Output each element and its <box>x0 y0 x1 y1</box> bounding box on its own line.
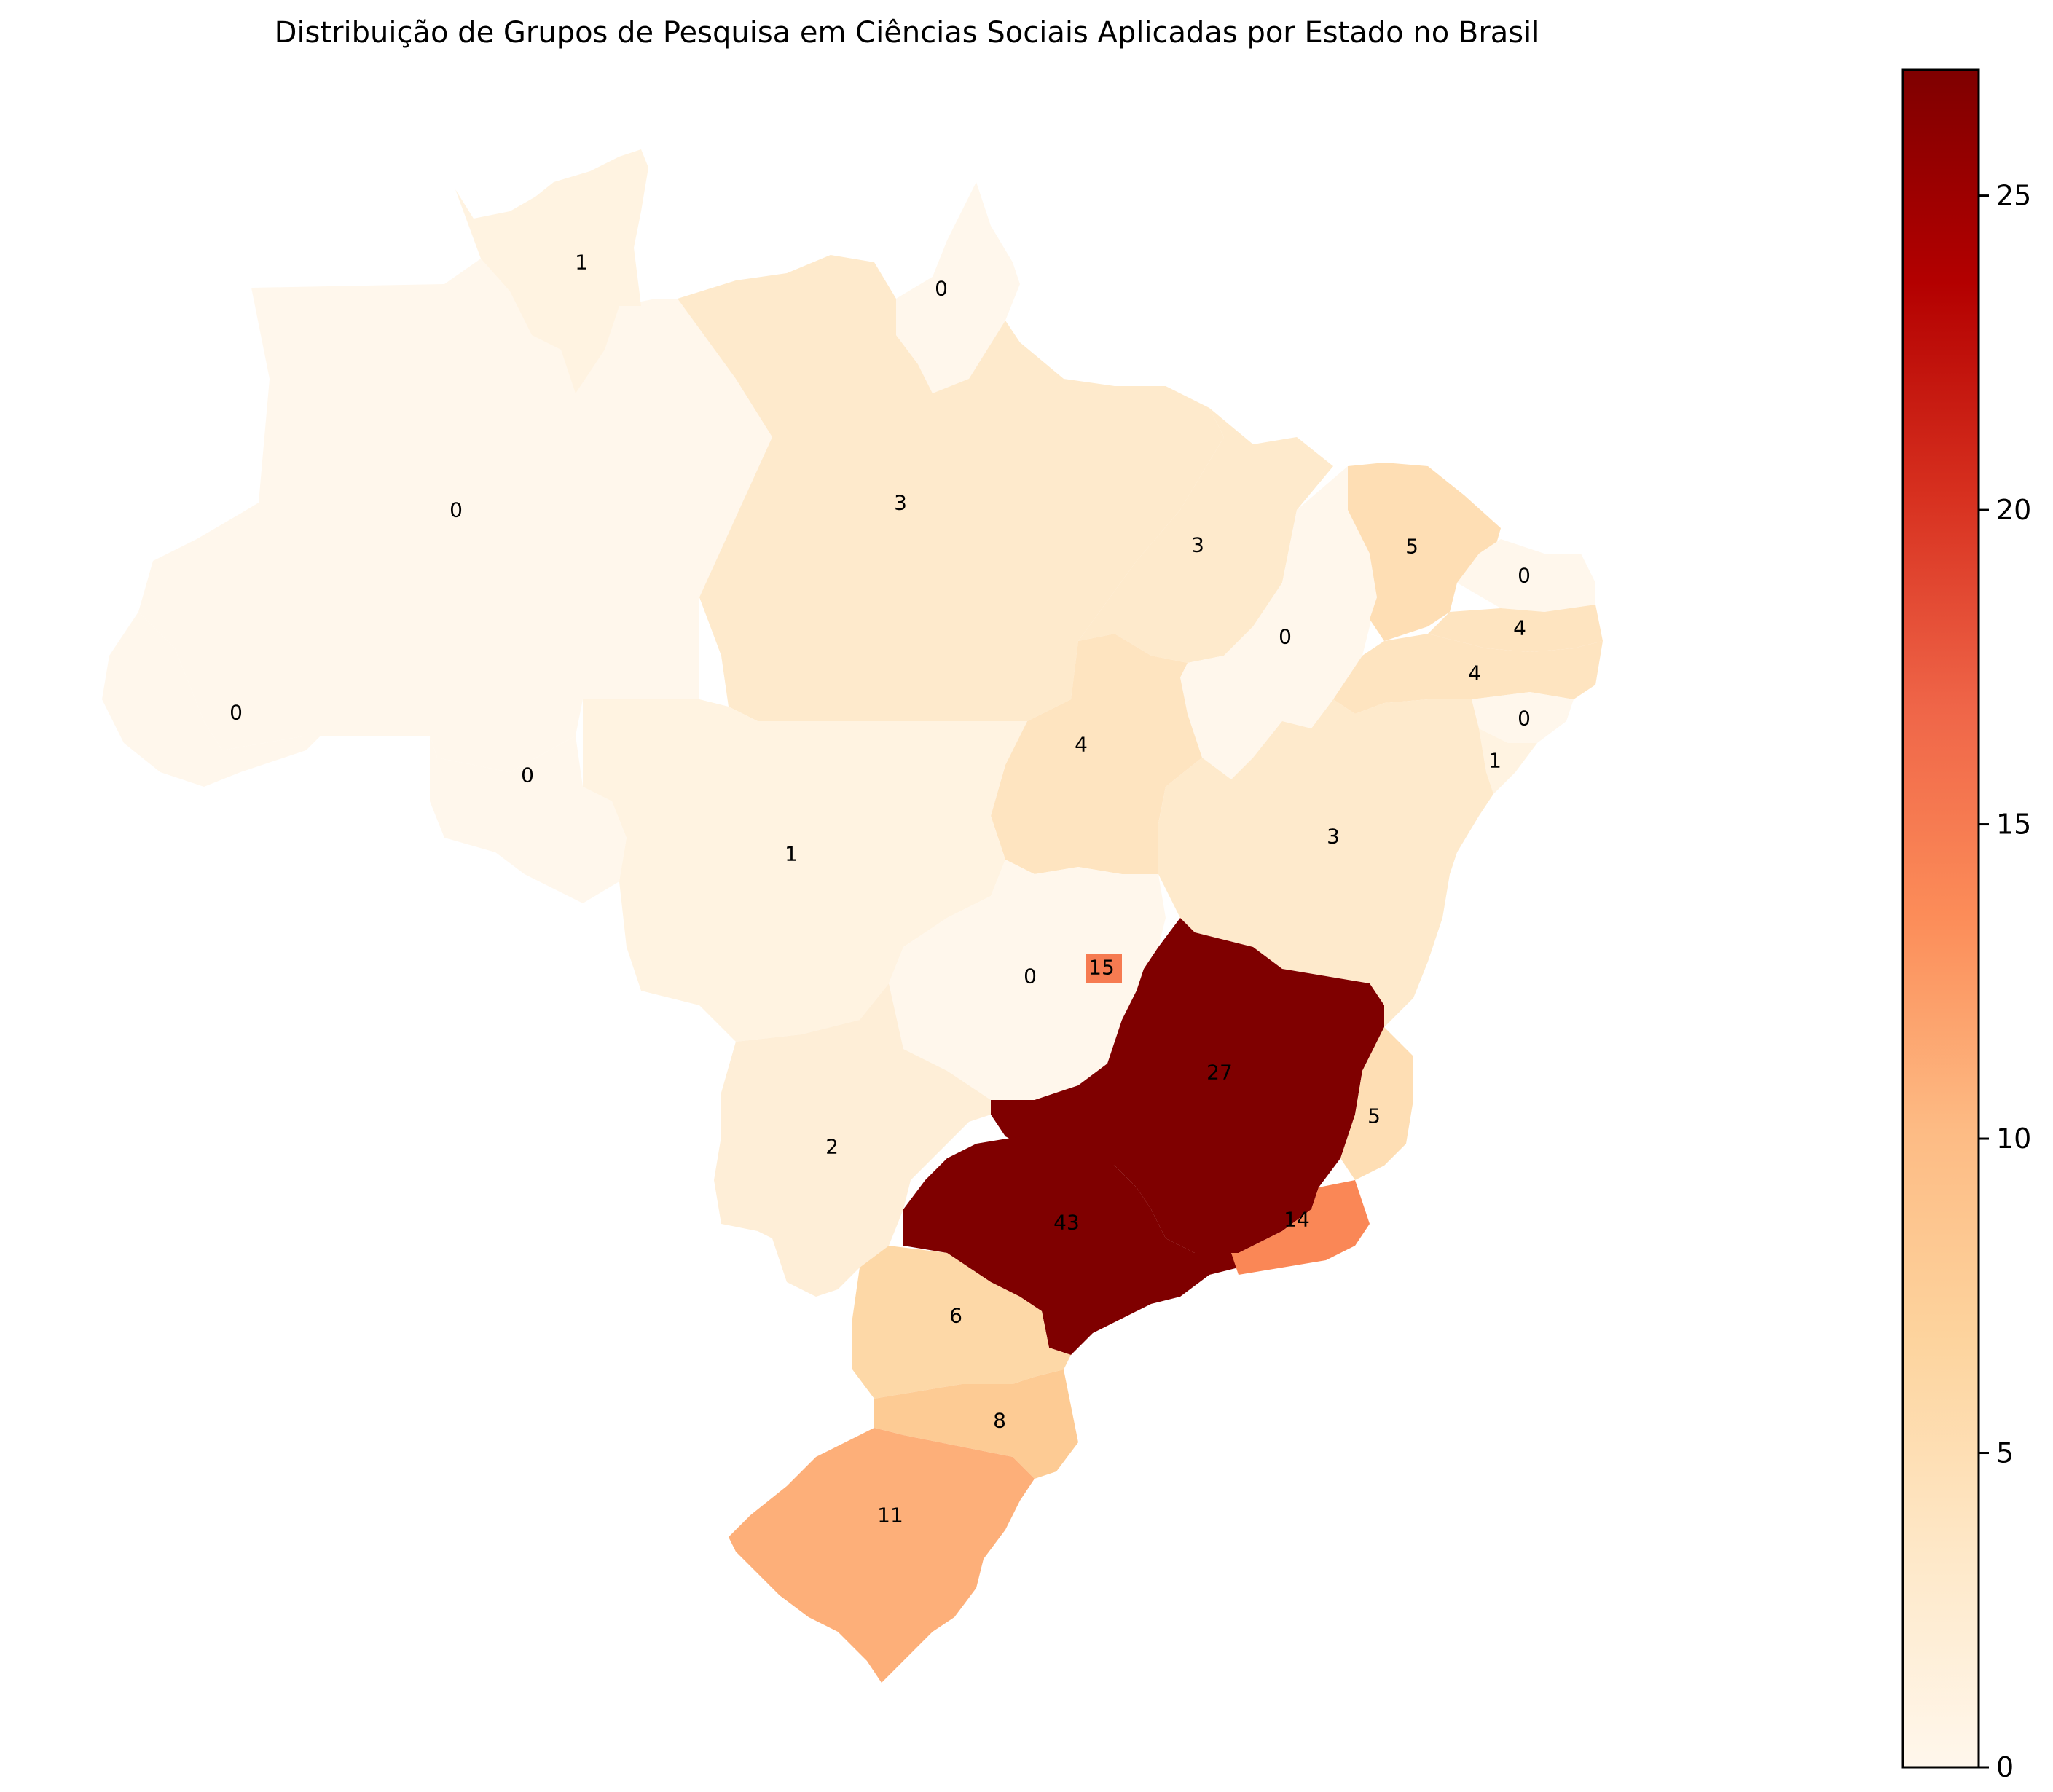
state-value-label-ap: 0 <box>935 277 948 301</box>
state-sc <box>874 1369 1078 1479</box>
state-mt <box>583 699 1027 1042</box>
state-rs <box>729 1428 1035 1683</box>
state-value-label-sp: 43 <box>1053 1211 1080 1235</box>
state-ms <box>714 983 991 1297</box>
colorbar-gradient <box>1901 68 1980 1769</box>
state-value-label-to: 4 <box>1075 733 1088 757</box>
state-value-label-ce: 5 <box>1405 535 1418 559</box>
state-value-label-mg: 27 <box>1206 1061 1233 1085</box>
state-sp <box>903 1136 1239 1355</box>
state-value-label-pi: 0 <box>1279 625 1292 649</box>
state-value-label-rn: 0 <box>1518 564 1531 588</box>
state-value-label-sc: 8 <box>993 1409 1006 1433</box>
state-value-label-pa: 3 <box>894 491 907 515</box>
state-value-label-ma: 3 <box>1191 533 1204 557</box>
state-pa <box>678 255 1224 721</box>
state-mg <box>991 918 1384 1253</box>
state-value-label-am: 0 <box>450 498 463 522</box>
state-rn <box>1457 539 1595 612</box>
state-value-label-ba: 3 <box>1327 825 1340 849</box>
state-ma <box>1078 408 1333 663</box>
state-value-label-df: 15 <box>1088 956 1115 980</box>
state-pe <box>1333 634 1603 714</box>
state-value-label-rs: 11 <box>877 1504 903 1528</box>
state-ap <box>896 182 1020 397</box>
state-ba <box>1158 699 1493 1027</box>
state-pi <box>1180 466 1377 779</box>
colorbar-tick-label: 5 <box>1996 1437 2014 1469</box>
state-rj <box>1195 1180 1370 1275</box>
colorbar-tick-label: 15 <box>1996 809 2031 841</box>
state-ce <box>1348 463 1501 641</box>
state-value-label-ms: 2 <box>825 1135 839 1159</box>
state-value-label-pb: 4 <box>1513 616 1526 640</box>
state-value-label-rj: 14 <box>1284 1208 1310 1232</box>
state-df <box>1086 954 1122 983</box>
state-value-label-se: 1 <box>1488 749 1502 773</box>
state-value-label-pe: 4 <box>1468 661 1481 685</box>
colorbar-tick-label: 0 <box>1996 1751 2014 1783</box>
state-go <box>889 860 1166 1100</box>
state-value-label-pr: 6 <box>949 1304 962 1328</box>
colorbar: 0 5 10 15 20 25 <box>1901 68 2031 1783</box>
state-value-label-al: 0 <box>1518 707 1531 731</box>
state-es <box>1340 1027 1413 1180</box>
state-rr <box>455 149 648 393</box>
state-value-label-go: 0 <box>1024 964 1037 989</box>
colorbar-tick-label: 20 <box>1996 494 2031 526</box>
state-value-label-mt: 1 <box>785 842 798 866</box>
state-value-label-es: 5 <box>1367 1104 1381 1128</box>
state-pr <box>852 1246 1071 1399</box>
colorbar-tick-label: 10 <box>1996 1123 2031 1155</box>
colorbar-tick-label: 25 <box>1996 180 2031 212</box>
state-value-label-ac: 0 <box>229 701 243 725</box>
state-ac <box>102 612 321 787</box>
state-ro <box>430 736 627 903</box>
state-se <box>1479 728 1537 794</box>
state-al <box>1472 692 1574 743</box>
state-value-label-ro: 0 <box>521 763 534 787</box>
state-value-label-rr: 1 <box>575 251 588 275</box>
state-to <box>991 634 1202 874</box>
state-am <box>138 259 772 772</box>
state-pb <box>1428 605 1603 652</box>
map-title: Distribuição de Grupos de Pesquisa em Ci… <box>274 16 1540 50</box>
